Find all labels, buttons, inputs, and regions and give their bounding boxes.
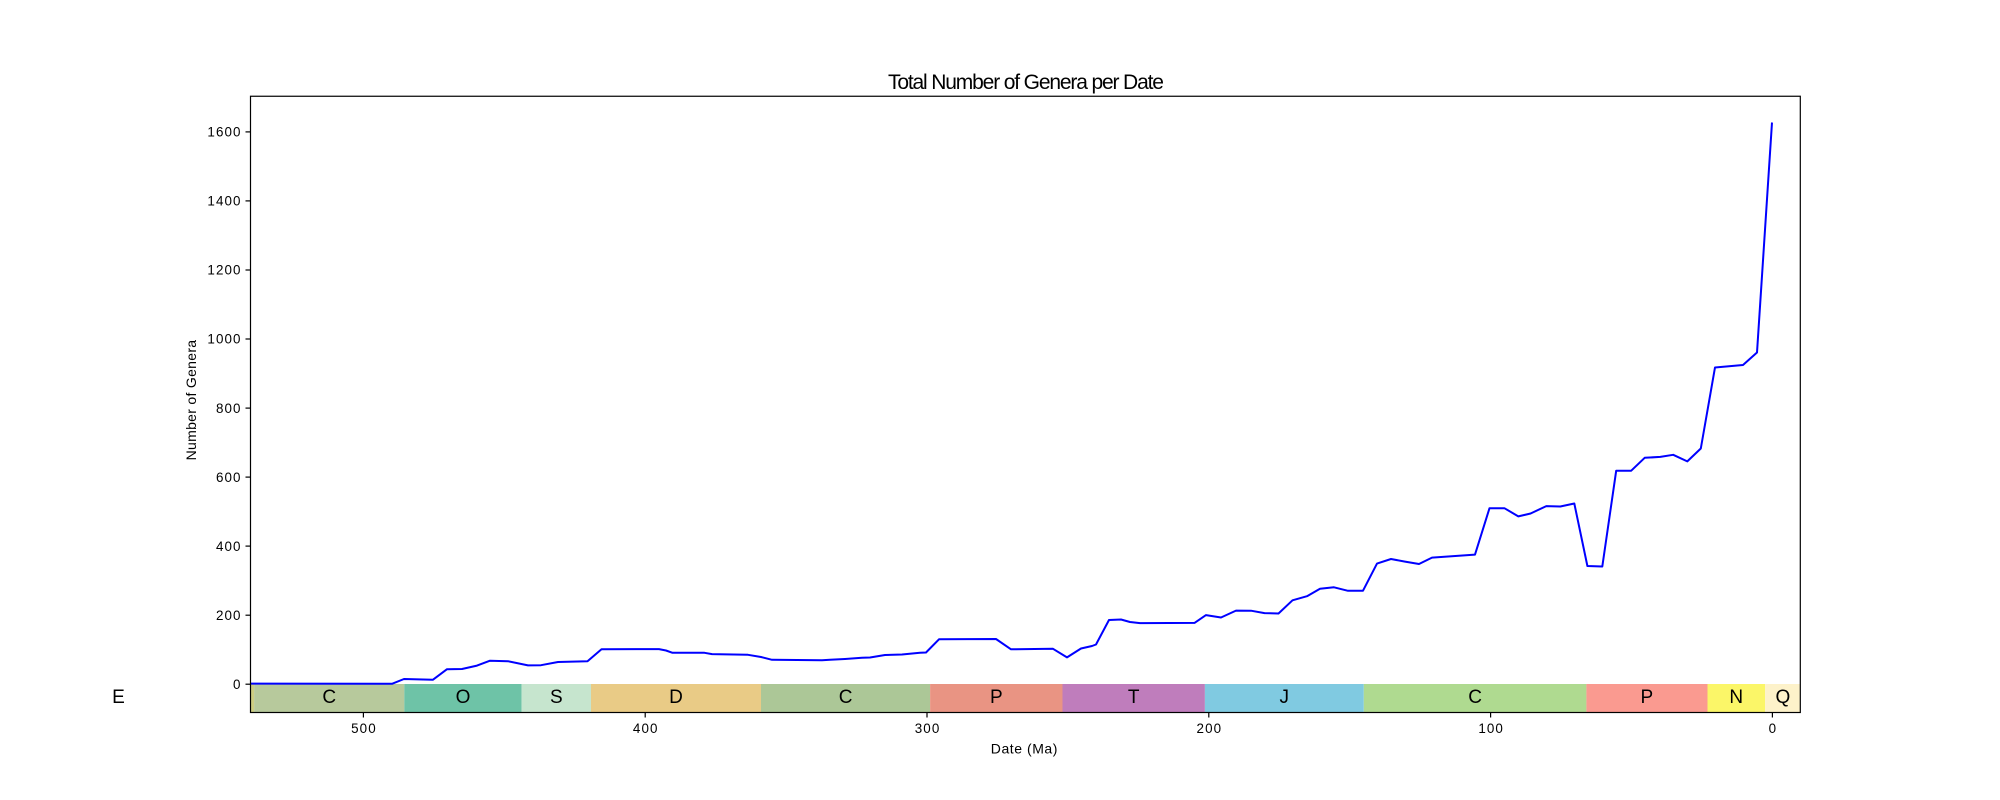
svg-text:400: 400: [216, 539, 242, 554]
svg-text:300: 300: [915, 721, 941, 736]
svg-text:200: 200: [1197, 721, 1223, 736]
svg-text:Q: Q: [1776, 687, 1791, 708]
svg-text:N: N: [1729, 687, 1743, 708]
svg-text:Total Number of Genera per Dat: Total Number of Genera per Date: [888, 71, 1163, 94]
svg-text:T: T: [1128, 687, 1140, 708]
svg-text:0: 0: [1769, 721, 1778, 736]
svg-text:J: J: [1280, 687, 1290, 708]
svg-text:1200: 1200: [207, 263, 241, 278]
svg-text:600: 600: [216, 470, 242, 485]
svg-text:1000: 1000: [207, 332, 241, 347]
svg-text:S: S: [550, 687, 563, 708]
svg-text:Date (Ma): Date (Ma): [991, 740, 1058, 756]
svg-text:1600: 1600: [207, 125, 241, 140]
svg-text:O: O: [456, 687, 471, 708]
svg-text:P: P: [990, 687, 1003, 708]
svg-text:500: 500: [351, 721, 377, 736]
svg-text:100: 100: [1478, 721, 1504, 736]
svg-text:Number of Genera: Number of Genera: [183, 340, 199, 461]
svg-text:1400: 1400: [207, 194, 241, 209]
svg-text:0: 0: [233, 677, 242, 692]
svg-text:D: D: [669, 687, 683, 708]
svg-text:200: 200: [216, 608, 242, 623]
svg-text:P: P: [1641, 687, 1654, 708]
svg-text:C: C: [1468, 687, 1482, 708]
svg-text:400: 400: [633, 721, 659, 736]
svg-text:C: C: [839, 687, 853, 708]
svg-text:E: E: [112, 687, 125, 708]
svg-text:800: 800: [216, 401, 242, 416]
svg-text:C: C: [322, 687, 336, 708]
